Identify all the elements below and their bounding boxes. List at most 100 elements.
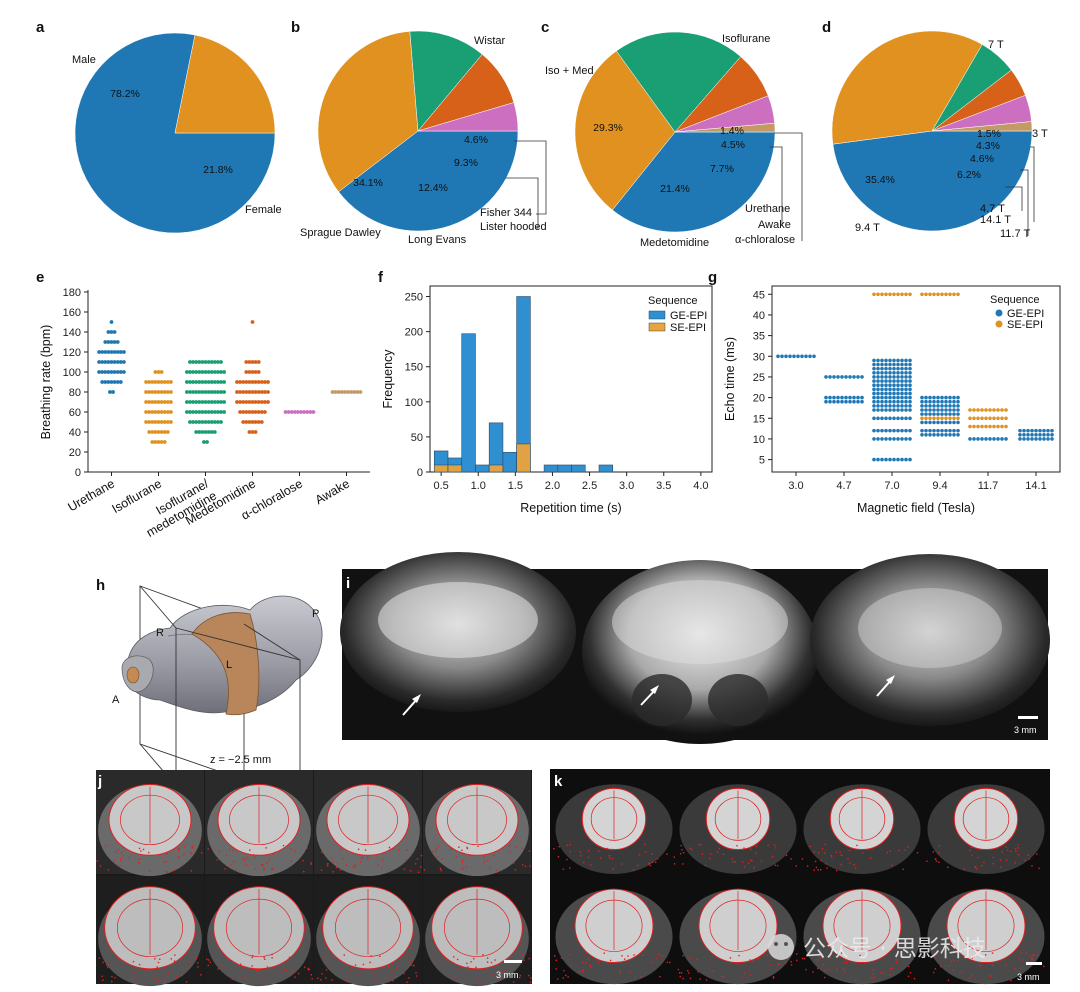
y-tick-label: 15 — [753, 413, 765, 425]
data-point-ge-epi — [924, 399, 928, 404]
data-point-se-epi — [1000, 424, 1004, 429]
data-point-medetomidine — [247, 430, 252, 434]
data-point-isoflurane-medetomidine — [209, 420, 214, 424]
contour-speckle — [470, 961, 472, 963]
contour-outline — [435, 784, 519, 856]
data-point-medetomidine — [253, 430, 258, 434]
contour-speckle — [722, 853, 725, 855]
data-point-urethane — [112, 370, 117, 374]
data-point-se-epi — [1004, 408, 1008, 412]
data-point-ge-epi — [896, 457, 900, 462]
contour-speckle — [859, 954, 861, 957]
contour-speckle — [992, 856, 994, 859]
data-point-isoflurane — [159, 440, 164, 444]
data-point-urethane — [100, 360, 105, 364]
data-point-se-epi — [928, 292, 932, 297]
data-point-urethane — [115, 340, 120, 344]
breathing-rate-swarm-plot: 0 20 40 60 80 100 120 140 160 180 Breathing rate (… — [39, 287, 370, 540]
y-tick-label: 40 — [753, 310, 765, 322]
data-point-urethane — [97, 370, 101, 374]
contour-speckle — [436, 856, 438, 858]
histogram-bar-se-epi — [516, 443, 531, 473]
contour-speckle — [364, 849, 367, 851]
contour-speckle — [772, 977, 775, 979]
data-point-ge-epi — [944, 412, 948, 416]
contour-speckle — [218, 850, 220, 853]
pie-label-lister-hooded: Lister hooded — [480, 221, 547, 233]
data-point-medetomidine — [250, 410, 255, 414]
contour-speckle — [208, 959, 210, 961]
contour-speckle — [736, 963, 739, 965]
contour-speckle — [475, 966, 477, 969]
contour-speckle — [294, 976, 296, 978]
contour-speckle — [456, 958, 459, 961]
contour-speckle — [321, 851, 323, 853]
data-point-ge-epi — [908, 366, 912, 371]
contour-speckle — [603, 952, 605, 954]
contour-speckle — [392, 848, 394, 850]
data-point-ge-epi — [1038, 433, 1042, 437]
contour-speckle — [932, 971, 935, 974]
data-point-se-epi — [984, 416, 988, 421]
pie-slice-isoflurane — [612, 131, 776, 233]
data-point-ge-epi — [876, 358, 880, 363]
data-point-chloralose — [292, 410, 297, 414]
contour-speckle — [108, 964, 110, 966]
data-point-ge-epi — [872, 358, 876, 363]
contour-speckle — [983, 861, 985, 863]
data-point-ge-epi — [872, 404, 876, 408]
data-point-isoflurane-medetomidine — [200, 370, 205, 374]
data-point-ge-epi — [908, 358, 912, 363]
data-point-isoflurane-medetomidine — [197, 430, 202, 434]
contour-speckle — [599, 857, 602, 859]
contour-speckle — [466, 847, 469, 850]
data-point-ge-epi — [1042, 437, 1046, 441]
contour-speckle — [680, 972, 683, 974]
histogram-bar-ge-epi — [557, 464, 572, 473]
data-point-medetomidine — [244, 390, 249, 394]
contour-speckle — [848, 849, 851, 852]
data-point-isoflurane — [153, 440, 158, 444]
data-point-isoflurane — [162, 410, 167, 414]
contour-speckle — [466, 962, 468, 965]
data-point-isoflurane-medetomidine — [219, 370, 223, 374]
data-point-ge-epi — [888, 457, 892, 462]
contour-speckle — [389, 971, 392, 973]
data-point-ge-epi — [880, 371, 884, 375]
contour-speckle — [361, 856, 363, 859]
contour-speckle — [157, 961, 160, 964]
data-point-ge-epi — [896, 404, 900, 408]
data-point-ge-epi — [904, 404, 908, 408]
contour-speckle — [416, 975, 418, 977]
data-point-medetomidine — [244, 360, 249, 364]
data-point-se-epi — [976, 408, 980, 412]
contour-speckle — [830, 854, 833, 857]
data-point-se-epi — [992, 408, 996, 412]
data-point-ge-epi — [880, 366, 884, 371]
contour-outline — [108, 784, 192, 856]
data-point-isoflurane-medetomidine — [206, 370, 211, 374]
contour-speckle — [482, 981, 484, 983]
x-tick-label-awake: Awake — [313, 476, 352, 507]
data-point-medetomidine — [250, 360, 255, 364]
contour-speckle — [638, 853, 641, 856]
contour-speckle — [420, 866, 422, 868]
contour-speckle — [856, 844, 858, 847]
pie-percent-awake: 4.5% — [721, 139, 745, 151]
contour-speckle — [461, 861, 464, 863]
leader-line-14-1-t — [1030, 146, 1035, 222]
contour-speckle — [1036, 853, 1038, 855]
data-point-urethane — [103, 350, 108, 354]
data-point-ge-epi — [888, 375, 892, 379]
data-point-ge-epi — [900, 416, 904, 421]
contour-speckle — [529, 981, 532, 984]
data-point-urethane — [100, 380, 105, 384]
data-point-ge-epi — [900, 391, 904, 396]
data-point-se-epi — [940, 292, 944, 297]
data-point-ge-epi — [848, 395, 852, 400]
data-point-ge-epi — [948, 404, 952, 408]
data-point-ge-epi — [956, 399, 960, 404]
contour-speckle — [414, 863, 417, 865]
contour-speckle — [362, 963, 365, 966]
data-point-ge-epi — [888, 408, 892, 412]
